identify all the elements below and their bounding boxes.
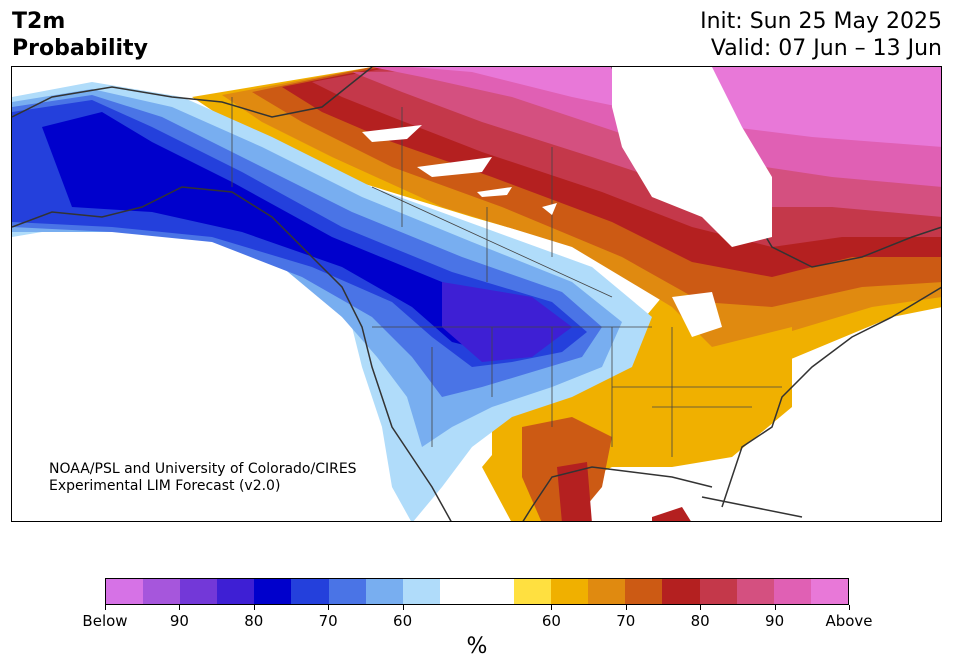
colorbar-segment [736, 579, 774, 604]
colorbar-tick-label: 90 [765, 612, 785, 630]
colorbar-segment [328, 579, 366, 604]
colorbar-segment [588, 579, 626, 604]
colorbar-tick [402, 605, 404, 610]
colorbar-segment [180, 579, 218, 604]
colorbar-tick [700, 605, 702, 610]
colorbar-tick-label: 60 [541, 612, 561, 630]
title-type: Probability [12, 36, 148, 61]
colorbar-tick-label: 70 [318, 612, 338, 630]
colorbar-tick [849, 605, 850, 610]
colorbar-tick [179, 605, 181, 610]
colorbar-segment [699, 579, 737, 604]
lakes [362, 67, 772, 337]
colorbar-segment [773, 579, 811, 604]
colorbar-tick [551, 605, 553, 610]
colorbar-segment [402, 579, 440, 604]
colorbar-tick [774, 605, 776, 610]
colorbar-tick [105, 605, 106, 610]
map-credit: NOAA/PSL and University of Colorado/CIRE… [49, 461, 357, 495]
probability-map [11, 66, 942, 522]
colorbar-segment [662, 579, 700, 604]
colorbar-tick [328, 605, 330, 610]
colorbar-tick-label: 80 [690, 612, 710, 630]
political-borders [231, 97, 782, 457]
probability-colorbar [105, 578, 849, 605]
colorbar-tick-label: 90 [169, 612, 189, 630]
colorbar-tick-label: 70 [616, 612, 636, 630]
init-date: Init: Sun 25 May 2025 [700, 9, 942, 34]
credit-line-2: Experimental LIM Forecast (v2.0) [49, 478, 281, 494]
colorbar-segment [143, 579, 181, 604]
colorbar-tick-label: 60 [393, 612, 413, 630]
colorbar-segment [439, 579, 477, 604]
valid-date: Valid: 07 Jun – 13 Jun [710, 36, 942, 61]
colorbar-tick-label: Above [825, 612, 873, 630]
map-canvas [12, 67, 941, 521]
colorbar-segment [365, 579, 403, 604]
colorbar-segment [551, 579, 589, 604]
map-title: T2m Probability [12, 8, 148, 62]
colorbar-segment [625, 579, 663, 604]
colorbar-segment [291, 579, 329, 604]
colorbar-segment [106, 579, 144, 604]
forecast-dates: Init: Sun 25 May 2025 Valid: 07 Jun – 13… [700, 8, 942, 62]
credit-line-1: NOAA/PSL and University of Colorado/CIRE… [49, 461, 357, 477]
colorbar-segment [217, 579, 255, 604]
colorbar-segment [810, 579, 848, 604]
title-variable: T2m [12, 9, 66, 34]
colorbar-tick [625, 605, 627, 610]
colorbar-tick-label: 80 [244, 612, 264, 630]
colorbar-tick [253, 605, 255, 610]
colorbar-segment [476, 579, 515, 604]
colorbar-segment [514, 579, 552, 604]
colorbar-segment [254, 579, 292, 604]
colorbar-tick-label: Below [82, 612, 128, 630]
colorbar-unit: % [466, 634, 488, 659]
